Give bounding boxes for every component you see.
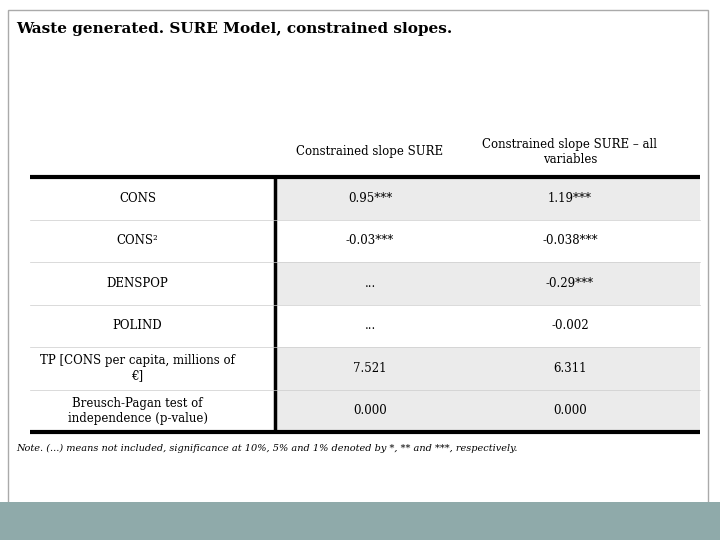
Text: CONS²: CONS² bbox=[117, 234, 158, 247]
Text: Note. (...) means not included, significance at 10%, 5% and 1% denoted by *, ** : Note. (...) means not included, signific… bbox=[16, 444, 518, 453]
Bar bbox=[275, 347, 700, 389]
Bar bbox=[275, 262, 700, 305]
Text: -0.002: -0.002 bbox=[552, 319, 589, 332]
Text: 1.19***: 1.19*** bbox=[548, 192, 592, 205]
Text: -0.03***: -0.03*** bbox=[346, 234, 394, 247]
Text: Waste generated. SURE Model, constrained slopes.: Waste generated. SURE Model, constrained… bbox=[16, 22, 452, 36]
Text: 0.95***: 0.95*** bbox=[348, 192, 392, 205]
Text: 0.000: 0.000 bbox=[353, 404, 387, 417]
Text: POLIND: POLIND bbox=[113, 319, 162, 332]
Bar bbox=[0, 502, 720, 540]
Text: -0.29***: -0.29*** bbox=[546, 276, 594, 290]
Bar bbox=[275, 177, 700, 219]
Text: DENSPOP: DENSPOP bbox=[107, 276, 168, 290]
Text: 0.000: 0.000 bbox=[553, 404, 587, 417]
Text: 7.521: 7.521 bbox=[354, 362, 387, 375]
Text: TP [CONS per capita, millions of
€]: TP [CONS per capita, millions of €] bbox=[40, 354, 235, 382]
Text: Breusch-Pagan test of
independence (p-value): Breusch-Pagan test of independence (p-va… bbox=[68, 397, 207, 425]
Text: Constrained slope SURE – all
variables: Constrained slope SURE – all variables bbox=[482, 138, 657, 166]
Text: ...: ... bbox=[364, 276, 376, 290]
Text: 6.311: 6.311 bbox=[553, 362, 587, 375]
Text: CONS: CONS bbox=[119, 192, 156, 205]
Bar bbox=[275, 219, 700, 262]
Text: Constrained slope SURE: Constrained slope SURE bbox=[297, 145, 444, 159]
Bar bbox=[275, 389, 700, 432]
Text: -0.038***: -0.038*** bbox=[542, 234, 598, 247]
Text: ...: ... bbox=[364, 319, 376, 332]
Bar bbox=[275, 305, 700, 347]
